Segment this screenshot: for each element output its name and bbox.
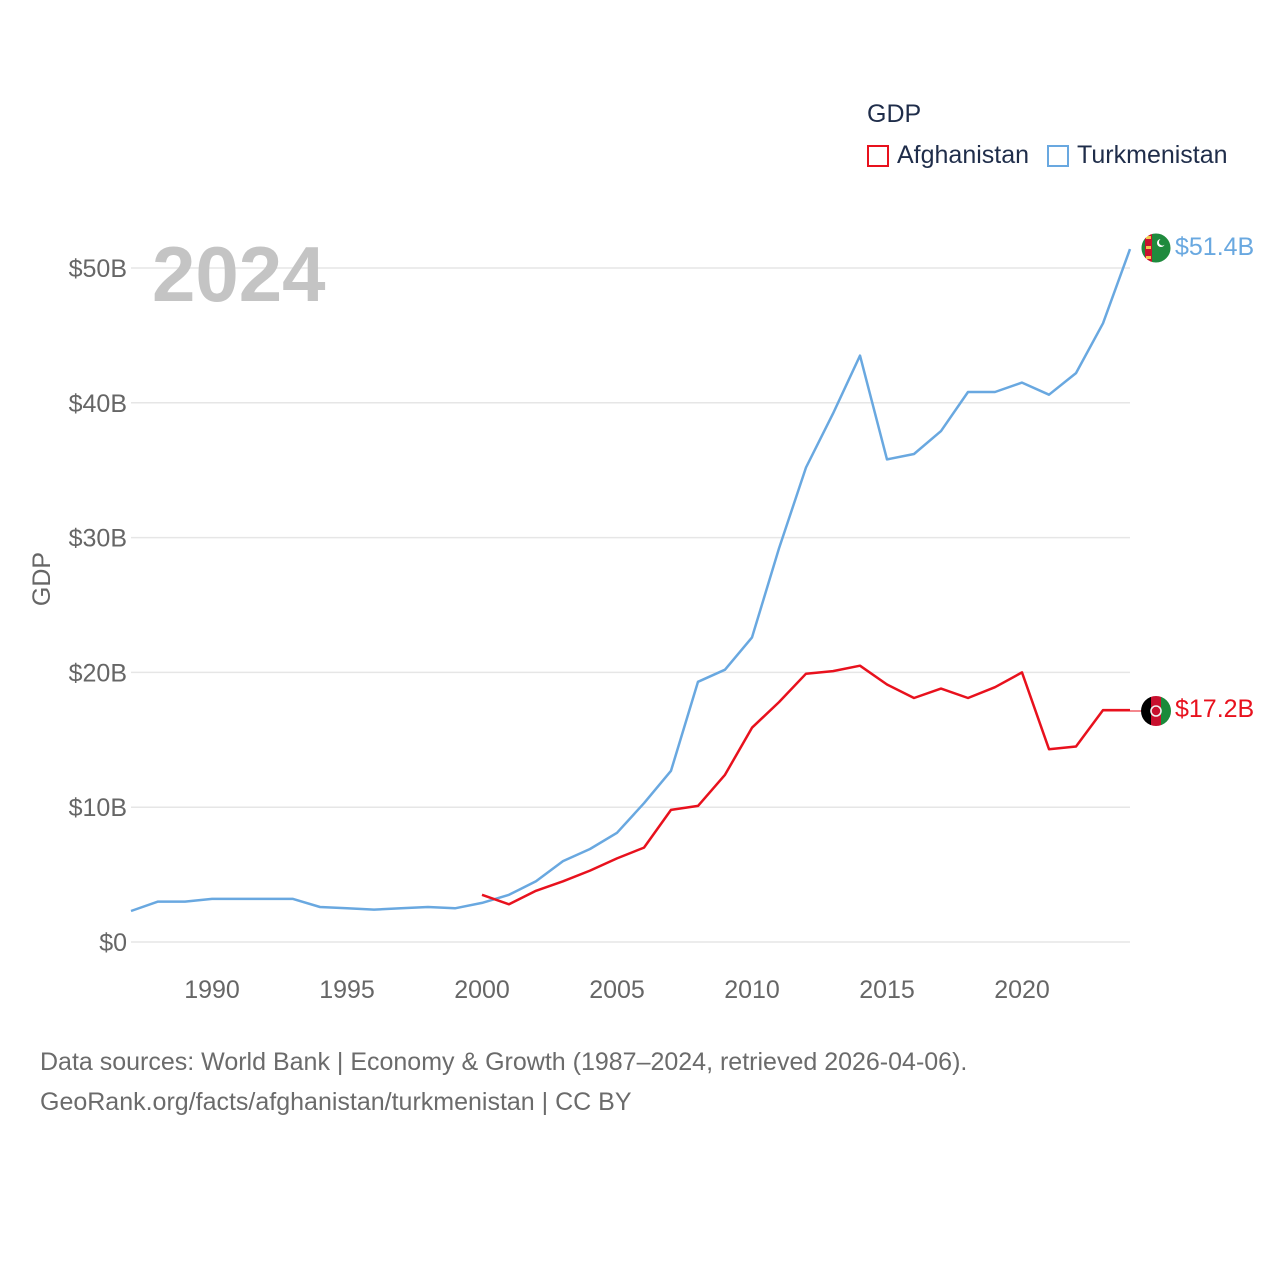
series-line-turkmenistan[interactable] — [130, 248, 1132, 913]
source-line-1: Data sources: World Bank | Economy & Gro… — [40, 1048, 968, 1076]
legend: GDP Afghanistan Turkmenistan — [867, 100, 1246, 170]
turkmenistan-flag-icon — [1141, 233, 1171, 263]
legend-swatch-turkmenistan — [1047, 144, 1070, 167]
afghanistan-end-label: $17.2B — [1175, 695, 1254, 723]
y-tick-label: $10B — [69, 794, 127, 822]
x-tick-label: 2010 — [724, 976, 780, 1004]
y-tick-label: $0 — [99, 929, 127, 957]
legend-swatch-afghanistan — [867, 144, 889, 167]
series-line-afghanistan[interactable] — [481, 664, 1130, 906]
x-tick-label: 1995 — [319, 976, 375, 1004]
legend-title: GDP — [867, 100, 922, 128]
legend-label-turkmenistan: Turkmenistan — [1077, 141, 1228, 169]
y-tick-label: $20B — [69, 659, 127, 687]
year-overlay: 2024 — [152, 230, 326, 318]
y-tick-label: $30B — [69, 525, 127, 553]
y-axis-label: GDP — [28, 552, 56, 606]
x-tick-label: 1990 — [184, 976, 240, 1004]
source-note: Data sources: World Bank | Economy & Gro… — [40, 1042, 967, 1122]
afghanistan-flag-icon — [1141, 696, 1171, 726]
x-tick-label: 2020 — [994, 976, 1050, 1004]
turkmenistan-end-label: $51.4B — [1175, 233, 1254, 261]
x-tick-label: 2015 — [859, 976, 915, 1004]
y-tick-label: $50B — [69, 255, 127, 283]
legend-item-turkmenistan[interactable]: Turkmenistan — [1047, 141, 1228, 170]
y-tick-label: $40B — [69, 390, 127, 418]
legend-item-afghanistan[interactable]: Afghanistan — [867, 141, 1029, 170]
source-line-2[interactable]: GeoRank.org/facts/afghanistan/turkmenist… — [40, 1088, 632, 1116]
legend-label-afghanistan: Afghanistan — [897, 141, 1030, 169]
x-tick-label: 2000 — [454, 976, 510, 1004]
x-tick-label: 2005 — [589, 976, 645, 1004]
